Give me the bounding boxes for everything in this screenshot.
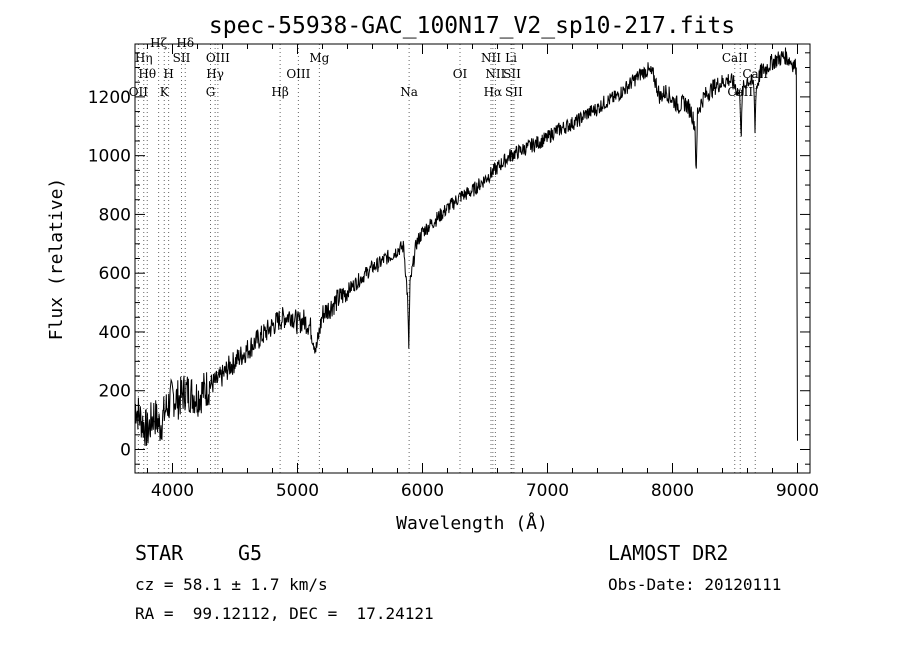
line-marker-label-13: Mg <box>309 51 329 65</box>
x-tick-label: 7000 <box>526 481 569 501</box>
plot-frame <box>134 43 811 474</box>
x-axis-label: Wavelength (Å) <box>396 512 548 534</box>
spectral-line-markers: OIIHηHθHζKHSIIHδGHγOIIIHβOIIIMgNaOINIIHα… <box>129 36 768 473</box>
line-marker-label-18: NII <box>485 67 505 81</box>
line-marker-label-14: Na <box>400 85 418 99</box>
line-marker-label-21: SII <box>505 85 523 99</box>
sky-coordinates: RA = 99.12112, DEC = 17.24121 <box>135 604 434 623</box>
x-tick-label: 9000 <box>776 481 819 501</box>
spectrum-chart: spec-55938-GAC_100N17_V2_sp10-217.fits O… <box>46 13 819 534</box>
y-axis-label: Flux (relative) <box>46 178 67 341</box>
x-tick-label: 8000 <box>651 481 694 501</box>
redshift-cz: cz = 58.1 ± 1.7 km/s <box>135 575 328 594</box>
spectrum-line <box>134 47 798 446</box>
line-marker-label-7: Hδ <box>176 36 194 50</box>
survey-name: LAMOST DR2 <box>608 541 729 565</box>
line-marker-label-20: SII <box>503 67 521 81</box>
line-marker-label-9: Hγ <box>206 67 224 81</box>
line-marker-label-5: H <box>163 67 173 81</box>
line-marker-label-2: Hθ <box>138 67 156 81</box>
line-marker-label-1: Hη <box>135 51 153 65</box>
object-class: STAR <box>135 541 184 565</box>
y-tick-label: 0 <box>120 440 131 460</box>
y-tick-label: 200 <box>99 382 131 402</box>
y-tick-label: 1200 <box>88 88 131 108</box>
line-marker-label-3: Hζ <box>150 36 167 50</box>
x-tick-label: 4000 <box>151 481 194 501</box>
line-marker-label-19: Li <box>505 51 517 65</box>
line-marker-label-11: Hβ <box>271 85 288 99</box>
observation-date: Obs-Date: 20120111 <box>608 575 782 594</box>
y-tick-label: 600 <box>99 264 131 284</box>
line-marker-label-23: CaII <box>727 85 753 99</box>
y-tick-label: 800 <box>99 205 131 225</box>
line-marker-label-6: SII <box>173 51 191 65</box>
line-marker-label-17: Hα <box>484 85 503 99</box>
chart-title: spec-55938-GAC_100N17_V2_sp10-217.fits <box>209 13 735 39</box>
line-marker-label-8: G <box>206 85 216 99</box>
axis-ticks: 4000 5000 6000 7000 8000 9000 0 200 400 600 800 100… <box>88 44 819 501</box>
y-tick-label: 1000 <box>88 147 131 167</box>
line-marker-label-10: OIII <box>206 51 230 65</box>
line-marker-label-15: OI <box>453 67 468 81</box>
line-marker-label-22: CaII <box>722 51 748 65</box>
line-marker-label-12: OIII <box>286 67 310 81</box>
y-tick-label: 400 <box>99 323 131 343</box>
x-tick-label: 6000 <box>401 481 444 501</box>
spectrum-series <box>134 47 798 446</box>
line-marker-label-16: NII <box>481 51 501 65</box>
x-tick-label: 5000 <box>276 481 319 501</box>
object-subclass: G5 <box>238 541 263 565</box>
line-marker-label-4: K <box>160 85 170 99</box>
